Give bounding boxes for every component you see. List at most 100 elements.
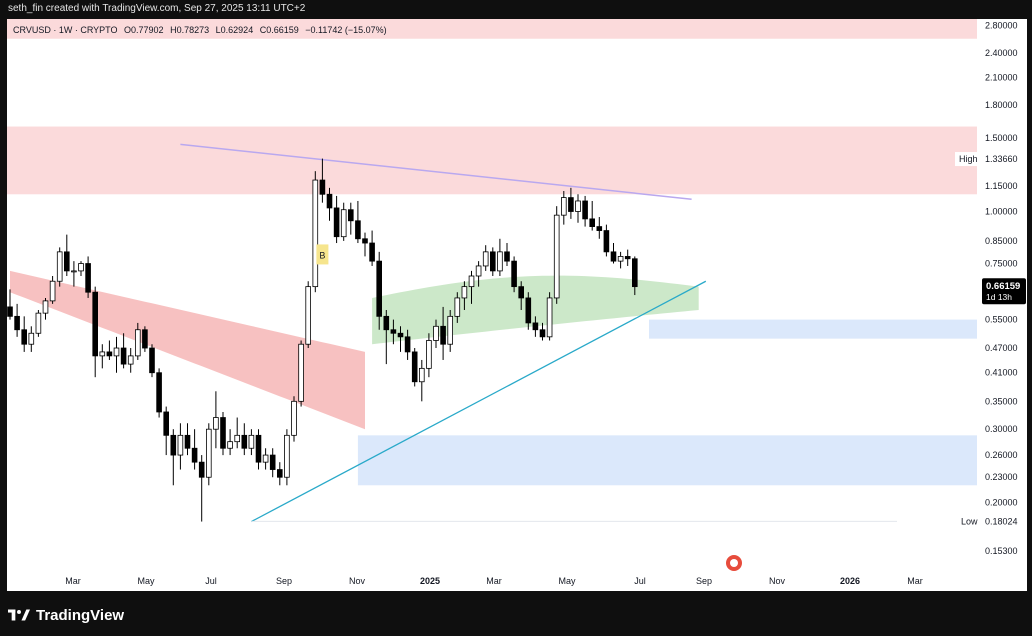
price-tick-label: 0.75000 — [985, 259, 1018, 269]
candle — [497, 238, 503, 276]
support-zone-2 — [649, 319, 977, 339]
bear-candle-body — [624, 256, 631, 260]
candle — [504, 243, 510, 266]
bull-candle-body — [134, 329, 141, 357]
candle — [255, 429, 262, 470]
bear-candle-body — [333, 207, 340, 238]
candle — [234, 417, 241, 449]
candle — [404, 329, 411, 360]
candle — [99, 344, 106, 369]
bear-candle-body — [255, 434, 262, 463]
current-price-label — [982, 278, 1026, 305]
bear-candle-body — [589, 218, 595, 227]
candle — [411, 348, 418, 387]
candle — [64, 234, 70, 276]
bear-candle-body — [106, 351, 113, 357]
bear-candle-body — [411, 351, 418, 383]
candle — [475, 261, 482, 287]
time-tick-label: Jul — [205, 576, 217, 586]
bull-candle-body — [497, 251, 503, 272]
bull-candle-body — [28, 332, 35, 345]
candle — [177, 423, 184, 470]
candle — [383, 310, 390, 365]
bear-candle-body — [582, 200, 588, 220]
price-chart[interactable]: 2.80000 2.40000 2.10000 1.80000 1.50000 1.150… — [7, 19, 1027, 591]
bull-candle-body — [426, 340, 432, 369]
price-tick-label: 0.85000 — [985, 236, 1018, 246]
bear-candle-body — [149, 347, 155, 374]
candle — [284, 429, 290, 486]
candle — [603, 224, 610, 257]
candle — [276, 462, 283, 486]
candle — [14, 303, 20, 337]
bear-candle-body — [568, 197, 574, 212]
candle — [347, 202, 354, 235]
time-tick-label: Mar — [65, 576, 81, 586]
bear-candle-body — [525, 297, 532, 324]
price-tick-label: 1.50000 — [985, 133, 1018, 143]
candle — [198, 455, 205, 522]
chart-area[interactable]: 2.80000 2.40000 2.10000 1.80000 1.50000 1.150… — [7, 19, 1027, 591]
current-price-countdown: 1d 13h — [986, 292, 1012, 302]
candle — [447, 310, 453, 352]
price-tick-label: 0.26000 — [985, 450, 1018, 460]
bear-candle-body — [369, 242, 375, 262]
bear-candle-body — [504, 251, 510, 262]
bear-candle-body — [269, 454, 276, 470]
candle — [355, 200, 361, 244]
bull-candle-body — [468, 275, 475, 288]
price-tick-label: 1.00000 — [985, 207, 1018, 217]
bull-candle-body — [475, 265, 482, 277]
candle — [624, 249, 631, 266]
low-marker-label: Low — [961, 516, 978, 526]
candle — [298, 340, 304, 407]
candle — [134, 322, 141, 360]
candle — [78, 261, 84, 276]
candle — [418, 359, 425, 402]
bear-candle-body — [376, 260, 382, 317]
bull-candle-body — [49, 280, 56, 302]
candle — [35, 310, 42, 337]
bull-candle-body — [205, 428, 212, 478]
candle — [582, 195, 588, 227]
candle — [156, 368, 162, 418]
bear-candle-body — [603, 230, 610, 253]
buy-signal-badge — [316, 244, 329, 265]
high-marker-value: 1.33660 — [985, 154, 1018, 164]
candle — [113, 336, 120, 373]
candle — [326, 187, 333, 221]
candle — [433, 319, 439, 349]
bull-candle-body — [298, 343, 304, 402]
bear-candle-body — [404, 336, 411, 353]
candle — [49, 275, 56, 304]
candle — [184, 423, 191, 456]
bear-candle-body — [21, 329, 28, 345]
tradingview-footer: TradingView — [8, 603, 124, 627]
price-tick-label: 2.10000 — [985, 72, 1018, 82]
candle — [575, 194, 581, 223]
bull-candle-body — [454, 297, 461, 317]
candle — [617, 251, 624, 269]
candle — [426, 333, 432, 378]
price-tick-label: 2.80000 — [985, 20, 1018, 30]
bear-candle-body — [440, 325, 446, 345]
legend-change: −0.11742 (−15.07%) — [305, 25, 387, 35]
price-tick-label: 0.20000 — [985, 498, 1018, 508]
low-marker-value: 0.18024 — [985, 516, 1018, 526]
candle — [227, 429, 233, 456]
bear-candle-body — [120, 347, 127, 365]
bull-candle-body — [42, 300, 49, 314]
candle — [7, 289, 13, 320]
bull-candle-body — [213, 417, 219, 430]
bull-candle-body — [561, 197, 567, 216]
bear-candle-body — [170, 434, 177, 456]
bear-candle-body — [383, 315, 390, 331]
candle — [397, 326, 404, 352]
price-tick-label: 0.15300 — [985, 546, 1018, 556]
bull-candle-body — [35, 312, 42, 334]
bear-candle-body — [156, 372, 162, 413]
bear-candle-body — [632, 258, 638, 288]
candle — [163, 406, 170, 456]
tradingview-logo-icon — [8, 609, 30, 621]
footer-brand: TradingView — [36, 606, 125, 624]
